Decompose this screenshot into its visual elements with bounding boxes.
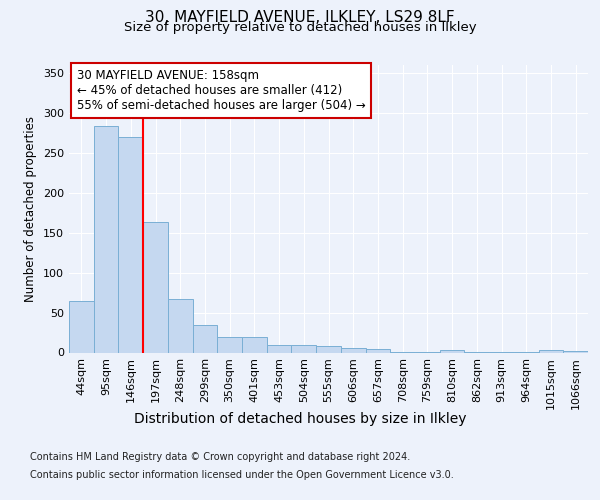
Bar bbox=[217, 336, 242, 352]
Bar bbox=[292, 344, 316, 352]
Text: 30 MAYFIELD AVENUE: 158sqm
← 45% of detached houses are smaller (412)
55% of sem: 30 MAYFIELD AVENUE: 158sqm ← 45% of deta… bbox=[77, 70, 365, 112]
Text: Contains public sector information licensed under the Open Government Licence v3: Contains public sector information licen… bbox=[30, 470, 454, 480]
Text: Size of property relative to detached houses in Ilkley: Size of property relative to detached ho… bbox=[124, 22, 476, 35]
Text: 30, MAYFIELD AVENUE, ILKLEY, LS29 8LF: 30, MAYFIELD AVENUE, ILKLEY, LS29 8LF bbox=[145, 10, 455, 25]
Bar bbox=[316, 346, 341, 352]
Bar bbox=[341, 348, 365, 352]
Bar bbox=[168, 299, 193, 352]
Bar bbox=[143, 222, 168, 352]
Bar bbox=[539, 350, 563, 352]
Bar bbox=[118, 137, 143, 352]
Bar bbox=[267, 346, 292, 352]
Bar bbox=[563, 351, 588, 352]
Bar bbox=[69, 300, 94, 352]
Bar bbox=[94, 126, 118, 352]
Text: Contains HM Land Registry data © Crown copyright and database right 2024.: Contains HM Land Registry data © Crown c… bbox=[30, 452, 410, 462]
Text: Distribution of detached houses by size in Ilkley: Distribution of detached houses by size … bbox=[134, 412, 466, 426]
Y-axis label: Number of detached properties: Number of detached properties bbox=[25, 116, 37, 302]
Bar bbox=[193, 324, 217, 352]
Bar bbox=[365, 348, 390, 352]
Bar bbox=[242, 336, 267, 352]
Bar bbox=[440, 350, 464, 352]
